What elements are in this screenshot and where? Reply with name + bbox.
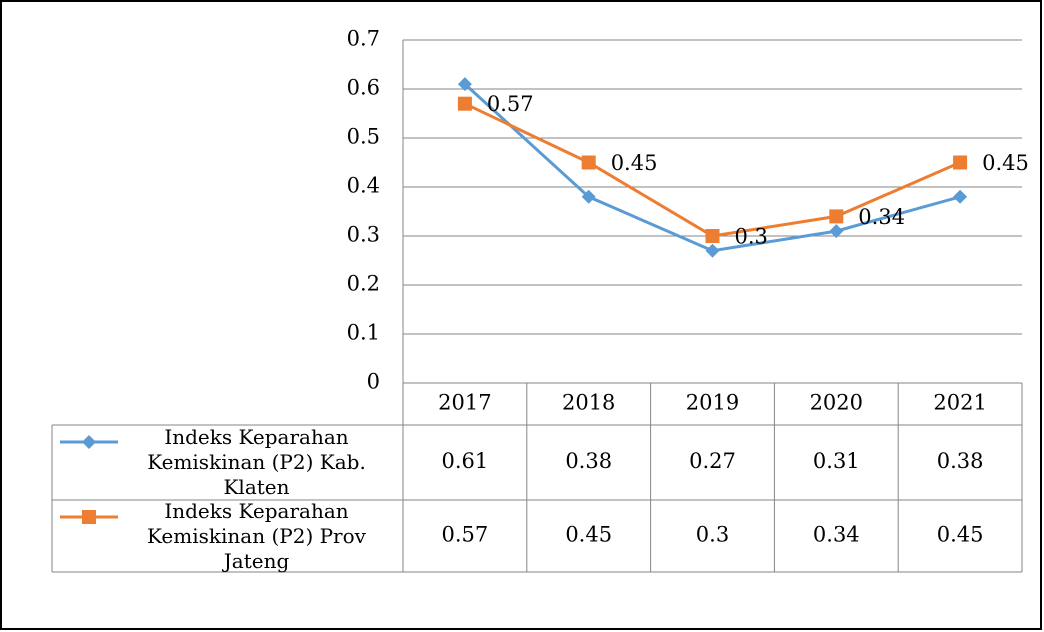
table-value: 0.57 [442, 523, 489, 547]
table-value: 0.3 [696, 523, 729, 547]
table-value: 0.38 [565, 449, 612, 473]
x-tick-label: 2021 [933, 391, 986, 415]
y-tick-label: 0.6 [347, 76, 380, 100]
x-tick-label: 2020 [810, 391, 863, 415]
marker [705, 229, 720, 243]
table-value: 0.45 [565, 523, 612, 547]
y-tick-label: 0 [367, 370, 380, 394]
marker [581, 155, 596, 170]
marker [829, 209, 844, 224]
y-tick-label: 0.5 [347, 125, 380, 149]
legend-marker [82, 510, 96, 524]
table-value: 0.61 [442, 449, 489, 473]
data-label: 0.57 [487, 92, 534, 116]
y-tick-label: 0.7 [347, 27, 380, 51]
marker [829, 224, 844, 239]
marker [953, 155, 968, 170]
marker [953, 189, 968, 204]
data-label: 0.45 [611, 151, 658, 175]
table-value: 0.38 [937, 449, 984, 473]
marker [457, 77, 472, 92]
legend-label: Indeks Keparahan Kemiskinan (P2) Prov Ja… [147, 498, 366, 573]
legend-marker [82, 435, 96, 449]
data-label: 0.34 [858, 205, 905, 229]
data-label: 0.3 [735, 225, 768, 249]
x-tick-label: 2018 [562, 391, 615, 415]
marker [705, 243, 720, 258]
data-label: 0.45 [982, 151, 1029, 175]
y-tick-label: 0.1 [347, 321, 380, 345]
x-tick-label: 2017 [438, 391, 491, 415]
marker [457, 96, 472, 111]
marker [581, 189, 596, 204]
x-tick-label: 2019 [686, 391, 739, 415]
legend-label: Indeks Keparahan Kemiskinan (P2) Kab. Kl… [147, 425, 366, 499]
table-value: 0.27 [689, 449, 736, 473]
y-tick-label: 0.4 [347, 174, 380, 198]
y-tick-label: 0.3 [347, 223, 380, 247]
table-value: 0.34 [813, 523, 860, 547]
y-tick-label: 0.2 [347, 272, 380, 296]
table-value: 0.45 [937, 523, 984, 547]
table-value: 0.31 [813, 449, 860, 473]
